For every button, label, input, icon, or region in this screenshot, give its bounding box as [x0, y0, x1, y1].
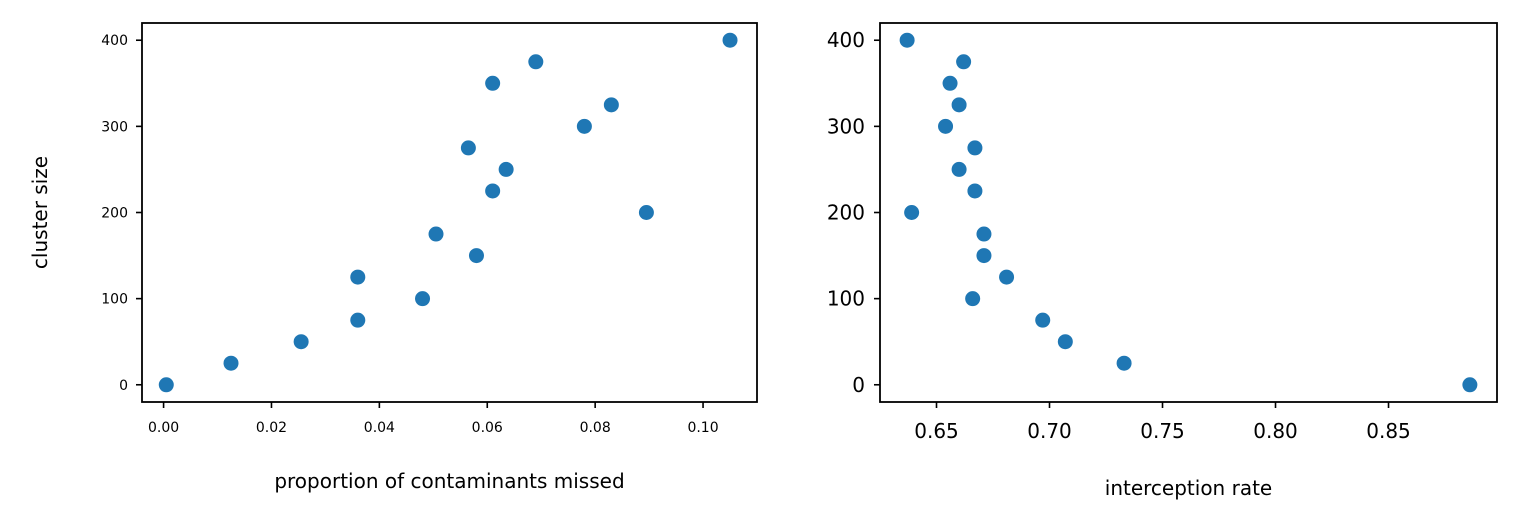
- y-tick-label: 100: [827, 287, 865, 311]
- data-point: [603, 97, 619, 113]
- x-tick-label: 0.02: [256, 420, 287, 436]
- data-point: [485, 183, 501, 199]
- x-tick-label: 0.75: [1140, 419, 1185, 443]
- data-point: [967, 140, 983, 156]
- x-axis-label-right: interception rate: [1105, 476, 1272, 500]
- x-tick-label: 0.10: [687, 420, 718, 436]
- x-tick-label: 0.04: [364, 420, 395, 436]
- scatter-points-right: [899, 32, 1478, 393]
- data-point: [498, 161, 514, 177]
- y-tick-label: 400: [827, 28, 865, 52]
- y-tick-label: 100: [101, 292, 128, 308]
- data-point: [1057, 334, 1073, 350]
- x-tick-label: 0.65: [914, 419, 959, 443]
- data-point: [942, 75, 958, 91]
- data-point: [999, 269, 1015, 285]
- y-axis-left: 0 100 200 300 400: [101, 33, 142, 394]
- data-point: [158, 377, 174, 393]
- data-point: [899, 32, 915, 48]
- chart-left: 0.00 0.02 0.04 0.06 0.08 0.10 0 100 200 300 400 p…: [28, 22, 758, 493]
- x-tick-label: 0.06: [472, 420, 503, 436]
- data-point: [904, 205, 920, 220]
- chart-right: 0.65 0.70 0.75 0.80 0.85 0 100 200 300 400 inter…: [827, 22, 1498, 500]
- data-point: [722, 32, 738, 48]
- data-point: [1116, 355, 1132, 371]
- data-point: [976, 248, 992, 264]
- data-point: [350, 269, 366, 285]
- data-point: [967, 183, 983, 199]
- y-tick-label: 200: [827, 201, 865, 225]
- x-tick-label: 0.00: [148, 420, 179, 436]
- data-point: [965, 291, 981, 307]
- data-point: [576, 118, 592, 134]
- data-point: [293, 334, 309, 350]
- data-point: [1035, 312, 1051, 328]
- y-tick-label: 300: [827, 114, 865, 138]
- plot-frame-left: [141, 22, 758, 403]
- y-tick-label: 400: [101, 33, 128, 49]
- x-tick-label: 0.80: [1253, 419, 1298, 443]
- y-axis-right: 0 100 200 300 400: [827, 28, 880, 397]
- data-point: [528, 54, 544, 70]
- x-tick-label: 0.70: [1027, 419, 1072, 443]
- y-tick-label: 0: [852, 373, 865, 397]
- data-point: [485, 75, 501, 91]
- data-point: [428, 226, 444, 242]
- data-point: [951, 97, 967, 113]
- data-point: [638, 205, 654, 220]
- x-tick-label: 0.08: [580, 420, 611, 436]
- x-axis-left: 0.00 0.02 0.04 0.06 0.08 0.10: [148, 402, 719, 436]
- data-point: [350, 312, 366, 328]
- data-point: [951, 161, 967, 177]
- y-axis-label-left: cluster size: [28, 156, 52, 269]
- data-point: [223, 355, 239, 371]
- y-tick-label: 0: [119, 378, 128, 394]
- data-point: [1462, 377, 1478, 393]
- data-point: [938, 118, 954, 134]
- x-tick-label: 0.85: [1366, 419, 1411, 443]
- data-point: [976, 226, 992, 242]
- y-tick-label: 200: [101, 206, 128, 222]
- y-tick-label: 300: [101, 119, 128, 135]
- scatter-points-left: [158, 32, 738, 393]
- data-point: [460, 140, 476, 156]
- plot-frame-right: [879, 22, 1498, 403]
- data-point: [415, 291, 431, 307]
- x-axis-label-left: proportion of contaminants missed: [274, 469, 624, 493]
- data-point: [468, 248, 484, 264]
- x-axis-right: 0.65 0.70 0.75 0.80 0.85: [914, 402, 1411, 443]
- data-point: [956, 54, 972, 70]
